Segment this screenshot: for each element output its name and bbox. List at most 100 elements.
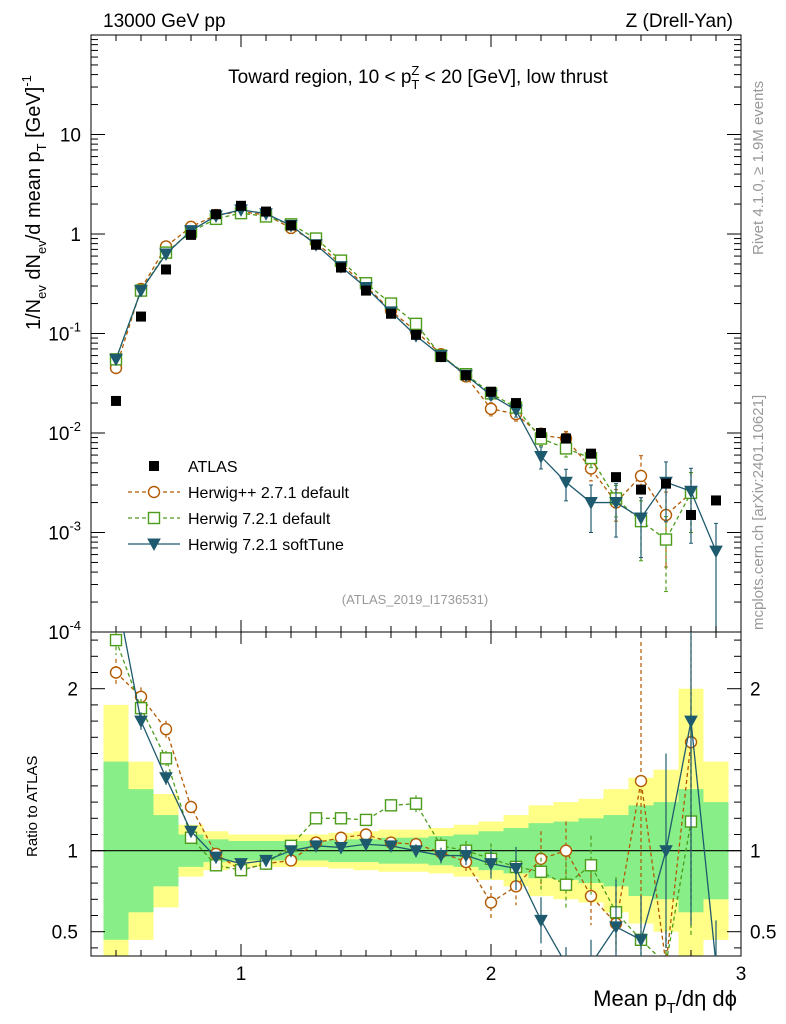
ratio-point [409,845,423,858]
ratio-point [459,850,473,863]
ratio-tick-label: 1 [750,842,761,863]
ratio-point [559,844,573,857]
atlas-point [536,428,546,438]
ratio-point [434,850,448,863]
y-tick-label: 10-3 [48,519,81,545]
legend-label: Herwig 7.2.1 softTune [188,537,344,554]
rivet-version-label: Rivet 4.1.0, ≥ 1.9M events [750,81,767,255]
ratio-point [159,723,173,736]
legend-marker [147,485,161,499]
atlas-point [111,395,121,406]
ratio-panel: 1 2 30.5 0.51 12 2 [52,35,776,985]
ratio-point [334,831,348,844]
ratio-point [484,858,498,871]
ratio-point [184,800,198,814]
ratio-point [209,851,223,865]
data-point [559,442,573,455]
x-tick-label: 2 [486,964,497,985]
ratio-point [659,845,673,858]
header-right: Z (Drell-Yan) [626,11,733,32]
ratio-series-2 [123,632,717,956]
ratio-point [334,812,348,825]
ratio-point [409,797,423,810]
ratio-tick-label: 2 [67,680,78,701]
data-point [534,451,548,464]
data-point [609,497,623,510]
mcplots-label: mcplots.cern.ch [arXiv:2401.10621] [750,395,767,630]
y-ticks: 10-4 10-3 10-2 10-1 1 10 [48,39,741,644]
ratio-point [284,845,298,858]
ratio-point [334,841,348,855]
ratio-point [584,859,598,872]
atlas-point [511,398,521,409]
legend-atlas-marker [149,461,159,471]
ratio-series-0 [109,632,698,956]
x-ticks: 1 2 3 [115,35,747,985]
y-tick-label: 10-2 [48,419,81,445]
data-point [709,545,723,559]
atlas-point [711,495,721,506]
series-2 [109,204,723,633]
data-point [109,353,123,367]
ratio-point [384,840,398,853]
series-1 [109,206,698,593]
data-point [409,317,423,331]
atlas-point [561,433,571,444]
atlas-point [586,448,596,459]
ratio-point [134,715,148,729]
atlas-point [386,308,396,319]
ratio-point [359,828,373,841]
y-tick-label: 10-1 [48,320,81,346]
atlas-point [486,386,496,397]
atlas-point [261,206,271,217]
ratio-point [384,799,398,812]
atlas-point [161,264,171,275]
ratio-point [159,752,173,765]
ratio-point [309,812,323,825]
atlas-point [411,329,421,340]
ratio-point [584,889,598,903]
ratio-point [559,878,573,891]
series-line [115,210,692,516]
ratio-point [309,840,323,853]
ratio-point [234,858,248,871]
ratio-line [115,639,692,956]
ratio-point [509,863,523,876]
plot-title: Toward region, 10 < pZ T < 20 [GeV], low … [228,63,608,92]
atlas-point [236,200,246,211]
ratio-point [109,633,123,647]
analysis-id: (ATLAS_2019_I1736531) [342,592,488,607]
atlas-series [111,200,721,520]
ratio-point [359,813,373,827]
atlas-point [211,209,221,220]
data-point [134,285,148,298]
y-tick-label: 1 [70,225,81,246]
atlas-point [661,478,671,489]
atlas-point [436,352,446,363]
data-point [559,476,573,490]
atlas-point [686,509,696,520]
ratio-axis-label: Ratio to ATLAS [24,756,41,857]
ratio-point [534,914,548,928]
atlas-point [311,239,321,250]
atlas-point [336,262,346,273]
data-point [584,497,598,510]
ratio-point [359,838,373,852]
ratio-point [484,896,498,909]
x-axis-label: Mean pT/dη dϕ [593,986,737,1017]
uncertainty-bands [103,688,729,956]
ratio-point [534,865,548,878]
series-line [115,212,692,541]
data-point [484,402,498,416]
legend-label: Herwig 7.2.1 default [188,511,331,528]
atlas-point [461,370,471,381]
legend-label: Herwig++ 2.7.1 default [188,485,350,502]
atlas-point [286,220,296,231]
ratio-tick-label: 1 [67,842,78,863]
x-tick-label: 3 [736,964,747,985]
atlas-point [361,285,371,296]
ratio-point [684,715,698,729]
legend: ATLAS Herwig++ 2.7.1 default Herwig 7.2.1 … [128,459,350,554]
y-tick-label: 10-4 [48,618,81,644]
